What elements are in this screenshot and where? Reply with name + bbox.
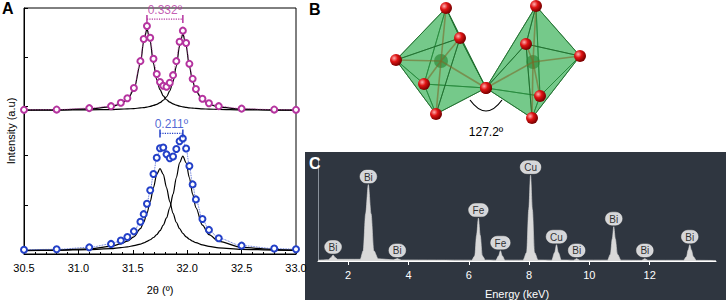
svg-text:12: 12 — [644, 269, 656, 281]
svg-text:32.5: 32.5 — [231, 262, 252, 274]
svg-text:31.5: 31.5 — [122, 262, 143, 274]
svg-text:8: 8 — [526, 269, 532, 281]
svg-text:A: A — [2, 0, 14, 17]
svg-text:0.211º: 0.211º — [155, 117, 189, 131]
svg-text:6: 6 — [466, 269, 472, 281]
svg-text:31.0: 31.0 — [68, 262, 89, 274]
svg-text:Bi: Bi — [393, 245, 402, 256]
svg-text:Cu: Cu — [550, 232, 563, 243]
svg-text:Energy (keV): Energy (keV) — [485, 288, 549, 300]
svg-text:0.332º: 0.332º — [148, 3, 183, 17]
svg-text:Fe: Fe — [473, 205, 485, 216]
svg-text:Bi: Bi — [609, 214, 618, 225]
svg-text:2: 2 — [345, 269, 351, 281]
svg-text:Bi: Bi — [572, 245, 581, 256]
svg-text:C: C — [309, 155, 321, 172]
svg-text:10: 10 — [583, 269, 595, 281]
svg-text:Bi: Bi — [364, 172, 373, 183]
svg-text:2θ (º): 2θ (º) — [147, 284, 174, 296]
svg-text:32.0: 32.0 — [176, 262, 197, 274]
svg-text:Fe: Fe — [495, 238, 507, 249]
svg-text:Bi: Bi — [329, 242, 338, 253]
svg-text:33.0: 33.0 — [285, 262, 306, 274]
svg-text:Bi: Bi — [685, 232, 694, 243]
svg-text:Bi: Bi — [640, 245, 649, 256]
svg-text:Intensity (a.u): Intensity (a.u) — [5, 98, 17, 165]
svg-text:30.5: 30.5 — [13, 262, 34, 274]
svg-text:127.2º: 127.2º — [469, 125, 504, 139]
svg-text:B: B — [309, 1, 321, 18]
svg-text:4: 4 — [405, 269, 411, 281]
svg-text:Cu: Cu — [524, 162, 537, 173]
